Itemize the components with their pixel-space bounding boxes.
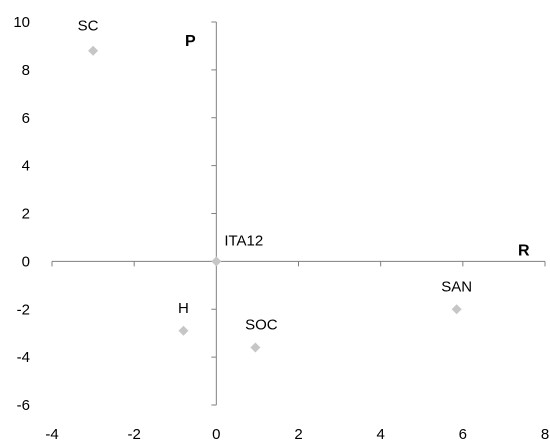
- data-point-label: SC: [78, 18, 99, 35]
- y-tick-label: 6: [22, 110, 30, 127]
- data-point-marker: [178, 325, 189, 336]
- y-tick-label: 4: [22, 158, 30, 175]
- y-tick-label: 8: [22, 62, 30, 79]
- x-tick-label: 8: [541, 426, 549, 443]
- x-tick-label: -4: [45, 426, 58, 443]
- y-tick-label: -4: [17, 349, 30, 366]
- point-labels: SC ITA12 H SOC SAN: [78, 18, 472, 334]
- x-tick-label: 6: [459, 426, 467, 443]
- y-tick-label: -6: [17, 397, 30, 414]
- tick-labels: -4 -2 0 2 4 6 8 10 8 6 4 2 0 -2 -4 -6: [13, 14, 549, 443]
- axes: [52, 22, 545, 405]
- y-tick-label: 10: [13, 14, 30, 31]
- y-tick-label: -2: [17, 301, 30, 318]
- data-point-marker: [451, 304, 462, 315]
- y-axis-title: P: [185, 33, 196, 50]
- ticks: [51, 21, 546, 406]
- data-point-label: H: [178, 300, 189, 317]
- x-tick-label: -2: [127, 426, 140, 443]
- y-tick-label: 0: [22, 253, 30, 270]
- data-point-label: SAN: [441, 278, 472, 295]
- x-tick-label: 0: [212, 426, 220, 443]
- data-point-marker: [250, 342, 261, 353]
- data-point-label: SOC: [245, 317, 278, 334]
- x-tick-label: 2: [294, 426, 302, 443]
- data-points: [88, 45, 462, 353]
- x-tick-label: 4: [376, 426, 384, 443]
- y-tick-label: 2: [22, 206, 30, 223]
- x-axis-title: R: [518, 242, 530, 259]
- data-point-marker: [88, 45, 99, 56]
- data-point-marker: [211, 256, 222, 267]
- data-point-label: ITA12: [224, 232, 263, 249]
